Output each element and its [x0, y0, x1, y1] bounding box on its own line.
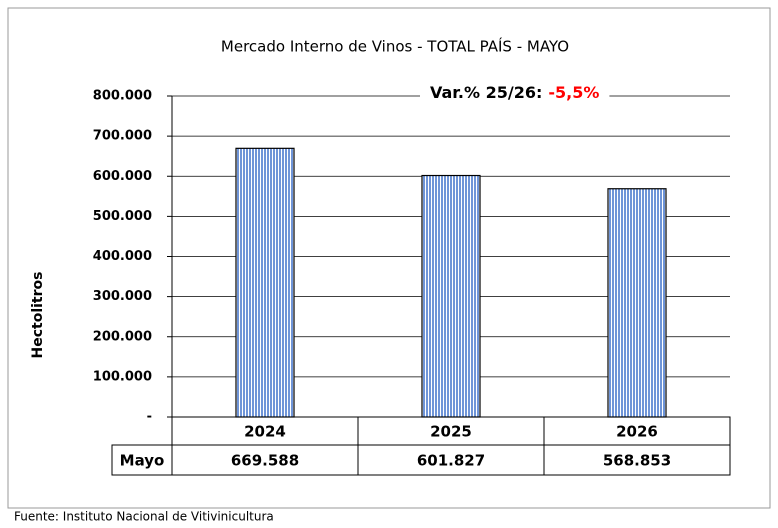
bar	[421, 174, 481, 418]
y-tick-label: 500.000	[93, 209, 152, 224]
annotation-background	[420, 93, 610, 99]
y-tick-label: 600.000	[93, 169, 152, 184]
data-label: 669.588	[231, 452, 299, 470]
data-label: 568.853	[603, 452, 671, 470]
annotation: Var.% 25/26: -5,5%	[430, 83, 599, 102]
y-tick-label: 300.000	[93, 289, 152, 304]
legend-label: Mayo	[120, 452, 165, 470]
y-tick-label: 100.000	[93, 369, 152, 384]
y-tick-label: 200.000	[93, 329, 152, 344]
bar	[607, 188, 667, 418]
bar	[235, 147, 295, 418]
data-label: 601.827	[417, 452, 485, 470]
y-tick-label: -	[147, 410, 152, 425]
annotation-value: -5,5%	[548, 83, 599, 102]
y-tick-label: 800.000	[93, 89, 152, 104]
table-row-header-cell	[111, 444, 173, 476]
y-tick-label: 700.000	[93, 129, 152, 144]
y-tick-label: 400.000	[93, 249, 152, 264]
source-note: Fuente: Instituto Nacional de Vitivinicu…	[14, 510, 274, 524]
x-tick-label: 2025	[430, 423, 472, 441]
annotation-label: Var.% 25/26:	[430, 83, 542, 102]
y-axis-label: Hectolitros	[30, 272, 46, 359]
x-tick-label: 2026	[616, 423, 658, 441]
chart-title: Mercado Interno de Vinos - TOTAL PAÍS - …	[221, 37, 569, 56]
x-tick-label: 2024	[244, 423, 286, 441]
